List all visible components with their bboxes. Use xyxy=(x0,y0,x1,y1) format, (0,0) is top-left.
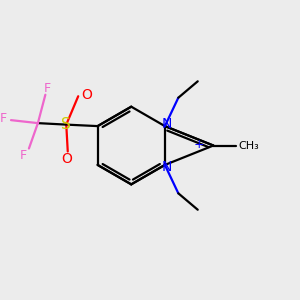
Text: F: F xyxy=(43,82,50,95)
Text: CH₃: CH₃ xyxy=(238,140,259,151)
Text: N: N xyxy=(162,117,172,131)
Text: N: N xyxy=(162,160,172,174)
Text: F: F xyxy=(0,112,7,125)
Text: S: S xyxy=(61,117,71,132)
Text: +: + xyxy=(193,137,204,151)
Text: O: O xyxy=(81,88,92,102)
Text: O: O xyxy=(61,152,72,166)
Text: F: F xyxy=(20,148,27,162)
